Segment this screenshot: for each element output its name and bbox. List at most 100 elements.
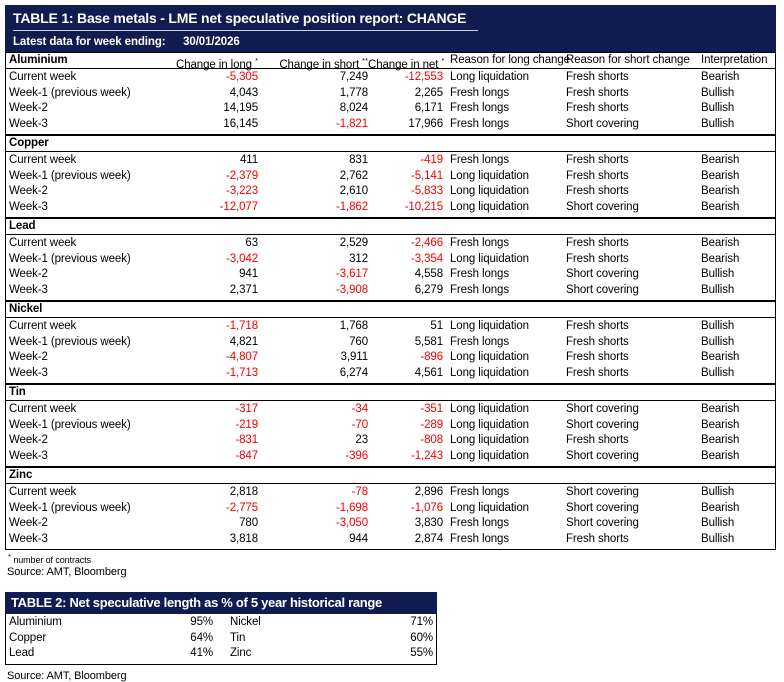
cell-interpretation: Bullish bbox=[701, 517, 735, 529]
metal-data-rows: Current week 63 2,529 -2,466 Fresh longs… bbox=[6, 235, 775, 300]
col-header-reason-long bbox=[443, 136, 561, 151]
cell-change-long: -3,223 bbox=[225, 185, 258, 197]
cell-change-long: -1,713 bbox=[225, 366, 258, 379]
cell-interpretation: Bearish bbox=[701, 403, 740, 415]
col-header-change-short bbox=[258, 136, 368, 151]
cell-interpretation: Bearish bbox=[701, 418, 740, 431]
footnote-text: number of contracts bbox=[13, 555, 91, 565]
col-header-reason-long bbox=[443, 385, 561, 400]
cell-change-long: -831 bbox=[235, 434, 258, 446]
cell-row-label: Week-1 (previous week) bbox=[9, 501, 131, 514]
cell-interpretation: Bullish bbox=[701, 486, 735, 498]
cell-interpretation: Bullish bbox=[701, 320, 735, 332]
cell-change-short: 2,529 bbox=[339, 237, 368, 249]
metal-section: Nickel Current week -1,718 1,768 51 Long… bbox=[5, 301, 776, 384]
col-header-reason-short bbox=[561, 385, 696, 400]
cell-change-short: 760 bbox=[349, 335, 368, 348]
cell-row-label: Week-1 (previous week) bbox=[9, 252, 131, 265]
col-header-change-short: Change in short ** bbox=[279, 56, 368, 71]
cell-interpretation: Bearish bbox=[701, 200, 740, 213]
cell-change-short: -1,698 bbox=[335, 501, 368, 514]
col-header-change-long bbox=[161, 468, 258, 483]
metal-data-rows: Current week -317 -34 -351 Long liquidat… bbox=[6, 401, 775, 466]
cell-interpretation: Bearish bbox=[701, 169, 740, 182]
cell-change-long: -2,379 bbox=[225, 169, 258, 182]
cell-change-long: 2,371 bbox=[229, 283, 258, 296]
col-header-change-long bbox=[161, 302, 258, 317]
table-row: Week-3 2,371 -3,908 6,279 Fresh longs Sh… bbox=[6, 283, 775, 299]
table1-title: TABLE 1: Base metals - LME net speculati… bbox=[13, 5, 479, 31]
metal-name: Lead bbox=[9, 220, 36, 232]
cell-reason-long: Long liquidation bbox=[450, 71, 529, 83]
cell-change-net: -10,215 bbox=[404, 200, 443, 213]
table-row: Week-2 -831 23 -808 Long liquidation Fre… bbox=[6, 433, 775, 449]
cell-change-net: 2,896 bbox=[414, 486, 443, 498]
metal-data-rows: Current week 2,818 -78 2,896 Fresh longs… bbox=[6, 484, 775, 549]
table2-metal-left: Aluminium bbox=[9, 616, 62, 628]
table-row: Week-2 941 -3,617 4,558 Fresh longs Shor… bbox=[6, 267, 775, 283]
cell-change-net: -419 bbox=[420, 154, 443, 166]
table-row: Week-2 -4,807 3,911 -896 Long liquidatio… bbox=[6, 350, 775, 366]
metal-section: Zinc Current week 2,818 -78 2,896 Fresh … bbox=[5, 467, 776, 550]
cell-reason-short: Short covering bbox=[566, 449, 639, 462]
cell-change-long: -847 bbox=[235, 449, 258, 462]
cell-row-label: Current week bbox=[9, 154, 77, 166]
cell-reason-long: Fresh longs bbox=[450, 486, 509, 498]
cell-reason-short: Short covering bbox=[566, 268, 639, 280]
cell-change-short: 831 bbox=[349, 154, 368, 166]
metal-section: Tin Current week -317 -34 -351 Long liqu… bbox=[5, 384, 776, 467]
col-header-reason-short: Reason for short change bbox=[566, 54, 690, 66]
cell-row-label: Week-1 (previous week) bbox=[9, 335, 131, 348]
cell-reason-short: Fresh shorts bbox=[566, 154, 629, 166]
col-header-change-net bbox=[368, 385, 443, 400]
col-header-change-net bbox=[368, 219, 443, 234]
cell-reason-long: Fresh longs bbox=[450, 283, 509, 296]
cell-change-net: 4,558 bbox=[414, 268, 443, 280]
cell-reason-short: Fresh shorts bbox=[566, 351, 629, 363]
table-row: Week-3 -1,713 6,274 4,561 Long liquidati… bbox=[6, 366, 775, 382]
cell-row-label: Week-3 bbox=[9, 532, 48, 545]
metal-header-row: Zinc bbox=[6, 468, 775, 484]
cell-reason-long: Long liquidation bbox=[450, 418, 529, 431]
cell-change-long: 941 bbox=[239, 268, 258, 280]
cell-change-long: 16,145 bbox=[223, 117, 258, 130]
cell-change-long: 3,818 bbox=[229, 532, 258, 545]
cell-reason-short: Short covering bbox=[566, 403, 639, 415]
table-row: Week-3 16,145 -1,821 17,966 Fresh longs … bbox=[6, 117, 775, 133]
metal-section: Lead Current week 63 2,529 -2,466 Fresh … bbox=[5, 218, 776, 301]
cell-reason-short: Fresh shorts bbox=[566, 252, 629, 265]
table1-title-bar: TABLE 1: Base metals - LME net speculati… bbox=[5, 5, 776, 32]
table-row: Current week 2,818 -78 2,896 Fresh longs… bbox=[6, 485, 775, 501]
cell-reason-long: Fresh longs bbox=[450, 237, 509, 249]
cell-interpretation: Bullish bbox=[701, 117, 735, 130]
cell-reason-short: Short covering bbox=[566, 486, 639, 498]
cell-interpretation: Bullish bbox=[701, 102, 735, 114]
cell-change-short: 944 bbox=[349, 532, 368, 545]
col-header-change-net bbox=[368, 468, 443, 483]
table2-value-left: 41% bbox=[190, 647, 213, 659]
cell-reason-long: Long liquidation bbox=[450, 403, 529, 415]
table-row: Week-1 (previous week) 4,821 760 5,581 F… bbox=[6, 335, 775, 351]
cell-interpretation: Bearish bbox=[701, 501, 740, 514]
metal-section: Copper Current week 411 831 -419 Fresh l… bbox=[5, 135, 776, 218]
cell-change-net: -896 bbox=[420, 351, 443, 363]
cell-interpretation: Bearish bbox=[701, 351, 740, 363]
cell-row-label: Week-3 bbox=[9, 366, 48, 379]
col-header-change-long: Change in long * bbox=[176, 56, 258, 71]
footnote: * number of contracts bbox=[8, 552, 776, 565]
cell-reason-short: Fresh shorts bbox=[566, 86, 629, 99]
table2-metal-left: Copper bbox=[9, 631, 47, 644]
metal-data-rows: Current week -5,305 7,249 -12,553 Long l… bbox=[6, 69, 775, 134]
col-header-interpretation bbox=[696, 302, 775, 317]
cell-interpretation: Bearish bbox=[701, 434, 740, 446]
cell-interpretation: Bullish bbox=[701, 268, 735, 280]
cell-reason-short: Short covering bbox=[566, 517, 639, 529]
week-ending-date: 30/01/2026 bbox=[183, 36, 240, 48]
table-row: Week-3 -12,077 -1,862 -10,215 Long liqui… bbox=[6, 200, 775, 216]
cell-change-long: -2,775 bbox=[225, 501, 258, 514]
cell-reason-long: Fresh longs bbox=[450, 335, 509, 348]
table1: TABLE 1: Base metals - LME net speculati… bbox=[5, 5, 776, 580]
cell-row-label: Current week bbox=[9, 320, 77, 332]
cell-change-net: -5,141 bbox=[410, 169, 443, 182]
col-header-interpretation bbox=[696, 136, 775, 151]
